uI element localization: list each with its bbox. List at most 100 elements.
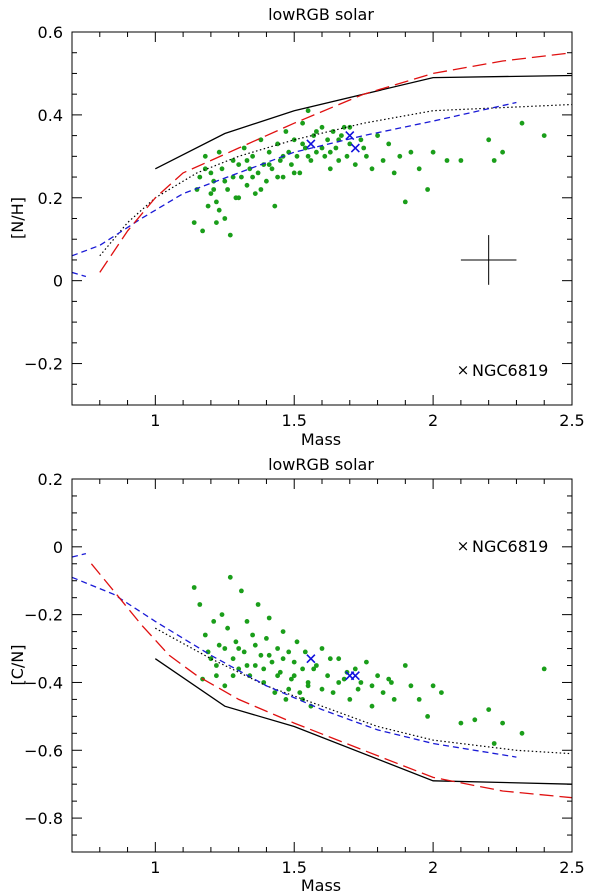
panel-nh: lowRGB solar 1 1.5 2 2.5 −0.2 0 0.2 0.4 0.6 Mass… (8, 5, 585, 449)
panel-cn-y-tick-label: 0.2 (38, 470, 63, 489)
panel-nh-star-point (486, 137, 492, 143)
panel-cn-star-point (311, 666, 317, 672)
panel-nh-star-point (236, 195, 242, 201)
panel-nh-star-point (252, 191, 258, 197)
panel-cn-star-point (272, 690, 278, 695)
panel-nh-x-tick-label: 1 (150, 411, 160, 430)
panel-nh-star-point (269, 166, 275, 172)
panel-cn-star-point (325, 673, 330, 679)
panel-cn-x-tick-label: 1 (150, 858, 160, 877)
panel-nh-ylabel: [N/H] (8, 197, 27, 239)
panel-nh-star-point (219, 166, 225, 172)
panel-cn-star-point (252, 663, 258, 668)
panel-nh-star-point (322, 153, 328, 159)
panel-cn-star-point (280, 656, 286, 662)
panel-cn-ngc6819-marker (306, 654, 316, 664)
panel-cn-x-tick-label: 1.5 (281, 858, 306, 877)
panel-cn-star-point (519, 730, 525, 736)
panel-nh-x-tick-label: 1.5 (281, 411, 306, 430)
panel-cn-star-point (319, 686, 325, 692)
panel-cn-star-point (275, 646, 280, 651)
panel-nh-y-tick-label: 0.6 (38, 23, 63, 42)
panel-nh-star-point (214, 220, 219, 226)
panel-nh-star-point (202, 153, 208, 159)
panel-nh-star-point (425, 187, 430, 192)
panel-nh-star-point (519, 120, 525, 126)
panel-nh-star-point (305, 153, 311, 159)
panel-nh-curve-long-dash (99, 52, 572, 273)
panel-cn-star-point (202, 632, 208, 638)
panel-cn-star-point (216, 642, 222, 648)
panel-cn-star-point (347, 697, 353, 702)
panel-cn-star-point (391, 697, 397, 702)
panel-nh-legend: × NGC6819 (457, 361, 549, 380)
panel-cn-star-point (336, 656, 342, 662)
panel-cn-star-point (369, 703, 375, 709)
panel-nh-star-point (341, 124, 347, 130)
panel-cn-star-point (211, 619, 217, 624)
panel-nh-star-point (380, 158, 386, 163)
panel-cn-star-point (197, 602, 203, 607)
panel-nh-star-point (500, 149, 505, 155)
panel-nh-y-tick-label: 0.4 (38, 106, 63, 125)
panel-nh-legend-marker: × (457, 361, 470, 379)
panel-nh-star-point (347, 124, 353, 130)
panel-cn-star-point (319, 646, 325, 651)
panel-cn-star-point (230, 656, 236, 662)
panel-nh-star-point (214, 199, 219, 205)
panel-cn-star-point (352, 666, 358, 672)
panel-nh-xlabel: Mass (301, 430, 341, 449)
panel-cn-star-point (266, 615, 272, 621)
panel-cn-y-tick-label: −0.2 (24, 606, 63, 625)
panel-nh-star-point (216, 149, 222, 155)
panel-cn-star-point (275, 673, 280, 679)
panel-nh-star-point (344, 153, 350, 159)
panel-nh-star-point (266, 162, 272, 168)
panel-nh-x-tick-label: 2.5 (559, 411, 584, 430)
panel-cn-curve-long-dash (90, 563, 572, 799)
panel-cn-star-point (264, 636, 269, 641)
panel-cn-star-point (227, 574, 233, 580)
panel-cn-star-point (269, 659, 275, 665)
panel-cn-title: lowRGB solar (268, 455, 374, 474)
panel-cn-star-point (416, 697, 422, 702)
panel-nh-legend-label: NGC6819 (472, 361, 548, 380)
panel-cn-star-point (541, 666, 547, 672)
panel-nh-y-tick-label: −0.2 (24, 355, 63, 374)
panel-cn-star-point (305, 683, 311, 689)
panel-cn-star-point (302, 649, 308, 655)
panel-nh-star-point (244, 182, 250, 188)
panel-nh-star-point (319, 145, 325, 151)
panel-nh-star-point (297, 170, 303, 176)
panel-cn-star-point (369, 683, 375, 689)
panel-nh-star-point (225, 187, 231, 192)
panel-nh-star-point (352, 162, 358, 168)
panel-nh-curve-solid (155, 74, 572, 170)
panel-cn-star-point (472, 717, 478, 723)
panel-cn-star-point (252, 642, 258, 648)
panel-cn-star-point (358, 680, 364, 685)
panel-nh-star-point (250, 174, 256, 180)
panel-cn-star-point (244, 663, 250, 668)
panel-cn-star-point (386, 676, 392, 682)
panel-cn-star-point (244, 619, 250, 624)
panel-cn-star-point (225, 625, 231, 631)
panel-nh-star-point (222, 216, 228, 221)
panel-nh-y-tick-label: 0.2 (38, 189, 63, 208)
panel-nh-star-point (327, 149, 333, 155)
panel-nh-star-point (339, 133, 344, 139)
panel-cn-curve-short-dash (72, 552, 87, 558)
panel-nh-star-point (230, 174, 236, 180)
panel-cn-star-point (222, 646, 228, 651)
panel-nh-star-point (327, 166, 333, 172)
panel-nh-star-point (300, 141, 305, 147)
panel-cn-xlabel: Mass (301, 876, 341, 895)
panel-cn-star-point (402, 663, 408, 668)
panel-nh-star-point (430, 149, 436, 155)
panel-cn-star-point (305, 680, 311, 685)
panel-cn-star-point (486, 707, 492, 712)
panel-nh-star-point (205, 203, 211, 209)
panel-nh-star-point (541, 133, 547, 139)
panel-cn-star-point (380, 690, 386, 695)
